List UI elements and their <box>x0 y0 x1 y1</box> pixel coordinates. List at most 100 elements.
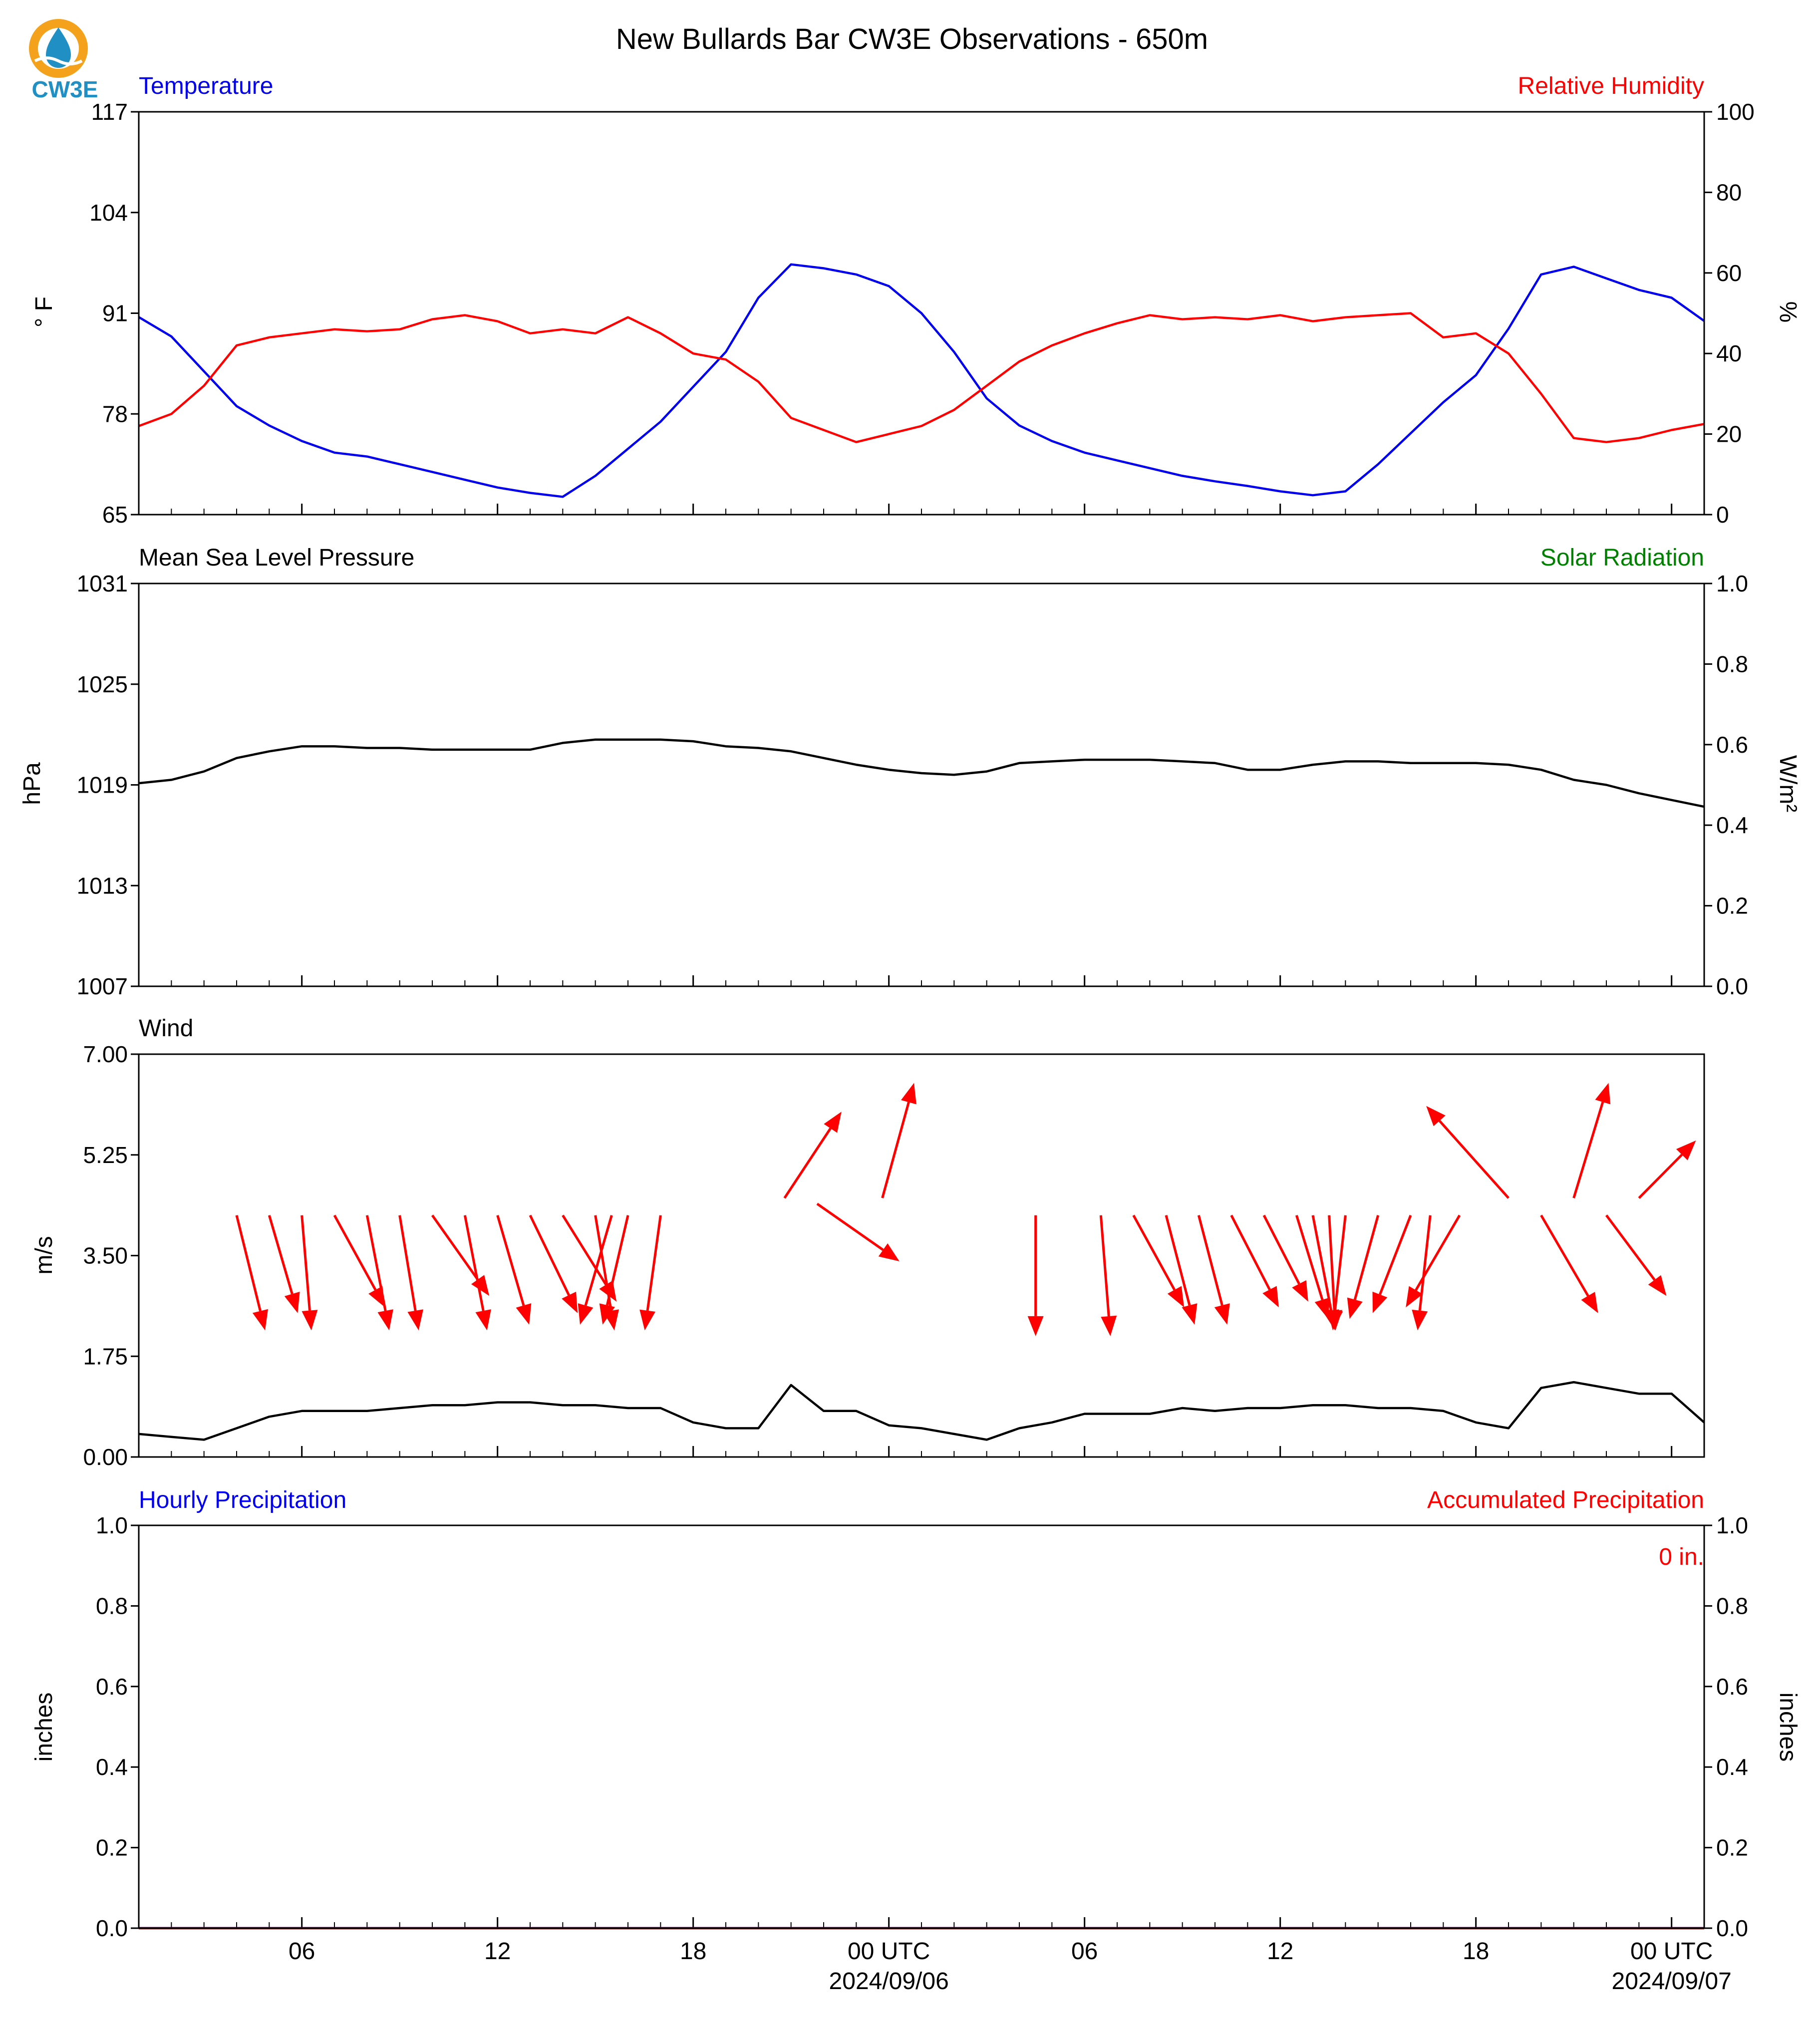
panel-pressure-solar: Mean Sea Level Pressure Solar Radiation … <box>19 545 1801 999</box>
x-tick-label: 12 <box>1267 1938 1293 1965</box>
wind-arrow-head <box>1372 1291 1388 1313</box>
x-tick-label: 18 <box>1463 1938 1489 1965</box>
left-tick-label: 1025 <box>77 671 128 697</box>
wind-arrow-head <box>878 1243 900 1262</box>
wind-arrow-head <box>1327 1309 1343 1331</box>
wind-arrow <box>1311 1215 1333 1311</box>
wind-arrow-head <box>1182 1303 1198 1325</box>
x-tick-label: 06 <box>1071 1938 1098 1965</box>
panel-frame <box>138 582 1705 987</box>
wind-arrow-head <box>824 1112 842 1133</box>
left-tick-label: 0.8 <box>96 1593 128 1619</box>
wind-unit: m/s <box>31 1236 57 1274</box>
series-line-wind <box>138 1381 1705 1441</box>
wind-arrow <box>1353 1215 1380 1300</box>
right-tick-label: 0.2 <box>1716 1835 1748 1861</box>
x-date-label: 2024/09/06 <box>829 1968 949 1995</box>
wind-arrow-head <box>599 1303 615 1325</box>
wind-arrow-head <box>1676 1140 1696 1160</box>
wind-arrow-head <box>471 1275 490 1296</box>
right-tick-label: 100 <box>1716 99 1755 125</box>
series-line-temperature <box>138 263 1705 498</box>
series-line-mean-sea-level-pressure <box>138 738 1705 808</box>
left-tick-label: 1.75 <box>83 1343 128 1369</box>
wind-arrow-head <box>1426 1106 1446 1127</box>
left-tick-label: 1013 <box>77 872 128 898</box>
left-tick-label: 0.0 <box>96 1915 128 1941</box>
wind-arrow-head <box>639 1309 655 1331</box>
left-tick-label: 117 <box>91 99 128 125</box>
wind-arrow <box>1333 1215 1347 1311</box>
wind-arrow <box>398 1215 417 1311</box>
wind-arrow-head <box>1167 1286 1185 1308</box>
wind-arrow-head <box>377 1309 393 1331</box>
right-tick-label: 0.0 <box>1716 973 1748 999</box>
wind-arrow <box>463 1215 485 1311</box>
wind-arrow <box>496 1215 525 1306</box>
wind-arrow-head <box>475 1309 491 1331</box>
wind-arrow <box>1540 1214 1589 1297</box>
wind-arrow <box>268 1215 294 1295</box>
wind-arrow-head <box>302 1310 318 1331</box>
right-tick-label: 40 <box>1716 340 1742 366</box>
wind-arrow-head <box>1262 1286 1279 1308</box>
right-tick-label: 0.8 <box>1716 651 1748 677</box>
left-tick-label: 7.00 <box>83 1041 128 1067</box>
wind-arrow <box>1638 1154 1683 1199</box>
chart-title: New Bullards Bar CW3E Observations - 650… <box>616 23 1208 55</box>
x-tick-label: 18 <box>680 1938 706 1965</box>
hourly-precip-title: Hourly Precipitation <box>139 1487 346 1513</box>
wind-arrow <box>235 1215 262 1312</box>
x-tick-label: 00 UTC <box>848 1938 930 1965</box>
wind-arrow-head <box>1648 1275 1667 1296</box>
wind-arrow <box>1197 1215 1223 1306</box>
left-tick-label: 1007 <box>77 973 128 999</box>
series-line-relative-humidity <box>138 312 1705 443</box>
right-tick-label: 20 <box>1716 421 1742 447</box>
left-tick-label: 0.6 <box>96 1674 128 1700</box>
wind-arrow-head <box>1595 1083 1611 1105</box>
left-tick-label: 5.25 <box>83 1142 128 1168</box>
temperature-unit: ° F <box>31 296 57 327</box>
logo-ring <box>29 19 88 78</box>
left-tick-label: 1031 <box>77 571 128 596</box>
precip-left-unit: inches <box>31 1693 57 1762</box>
wind-arrow-head <box>1412 1309 1428 1331</box>
right-tick-label: 1.0 <box>1716 1512 1748 1538</box>
wind-arrow <box>431 1214 479 1280</box>
wind-arrow-head <box>516 1303 532 1325</box>
wind-arrow <box>584 1215 613 1306</box>
accum-precip-value: 0 in. <box>1659 1544 1704 1570</box>
wind-arrow <box>365 1215 387 1311</box>
left-tick-label: 3.50 <box>83 1243 128 1269</box>
wind-title: Wind <box>139 1015 193 1042</box>
wind-arrow <box>881 1102 910 1198</box>
wind-arrow <box>1572 1102 1604 1198</box>
logo-text: CW3E <box>32 76 98 102</box>
wind-arrow <box>1438 1120 1510 1199</box>
wind-arrow <box>1230 1214 1271 1290</box>
wind-arrow-head <box>1101 1315 1117 1336</box>
cw3e-logo: CW3E <box>29 19 98 102</box>
left-tick-label: 91 <box>102 300 128 326</box>
wind-arrow-head <box>1292 1280 1308 1302</box>
humidity-unit: % <box>1775 301 1801 323</box>
wind-arrow-head <box>1214 1303 1230 1325</box>
pressure-unit: hPa <box>19 762 45 805</box>
wind-arrow <box>606 1215 629 1306</box>
right-tick-label: 1.0 <box>1716 571 1748 596</box>
temperature-title: Temperature <box>139 73 273 99</box>
left-tick-label: 65 <box>102 502 128 528</box>
wind-arrow-head <box>407 1309 423 1331</box>
wind-arrow-head <box>578 1303 594 1325</box>
right-tick-label: 80 <box>1716 179 1742 205</box>
left-tick-label: 0.4 <box>96 1754 128 1780</box>
wind-arrow <box>1295 1215 1324 1300</box>
wind-arrow-head <box>562 1291 578 1313</box>
panel-temperature-humidity: Temperature Relative Humidity ° F % 117 1… <box>31 73 1801 528</box>
humidity-title: Relative Humidity <box>1518 73 1704 99</box>
wind-arrow <box>816 1202 884 1251</box>
wind-arrow <box>333 1214 377 1291</box>
wind-arrow-head <box>252 1309 268 1331</box>
